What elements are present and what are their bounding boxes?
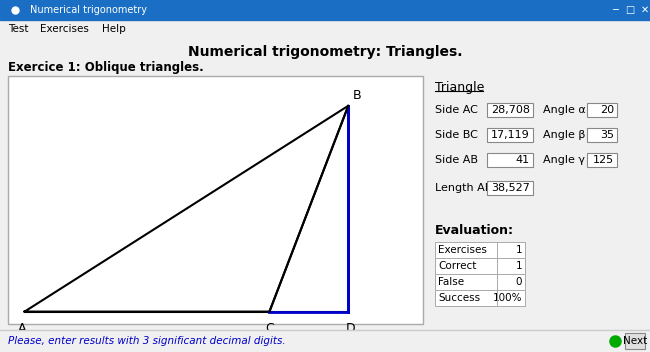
FancyBboxPatch shape [487,153,533,167]
FancyBboxPatch shape [487,103,533,117]
Text: 38,527: 38,527 [491,183,530,193]
Text: Success: Success [438,293,480,303]
Text: A: A [18,322,27,335]
Text: 20: 20 [600,105,614,115]
Text: 41: 41 [516,155,530,165]
Text: Correct: Correct [438,261,476,271]
Text: □: □ [625,5,634,15]
Text: Angle β: Angle β [543,130,586,140]
Text: ✕: ✕ [641,5,649,15]
Text: 125: 125 [593,155,614,165]
Text: 1: 1 [515,261,522,271]
Text: Help: Help [102,24,125,34]
Bar [0,20,650,38]
Text: C: C [265,322,274,335]
Bar [0,0,650,20]
FancyBboxPatch shape [587,128,617,142]
Text: Please, enter results with 3 significant decimal digits.: Please, enter results with 3 significant… [8,336,285,346]
Text: Side BC: Side BC [435,130,478,140]
Text: 35: 35 [600,130,614,140]
FancyBboxPatch shape [625,333,645,349]
Text: 100%: 100% [493,293,522,303]
Text: 17,119: 17,119 [491,130,530,140]
Text: False: False [438,277,464,287]
Bar [435,258,525,274]
FancyBboxPatch shape [487,128,533,142]
Text: Numerical trigonometry: Numerical trigonometry [30,5,147,15]
Text: Exercises: Exercises [438,245,487,255]
Text: Angle γ: Angle γ [543,155,585,165]
Text: Numerical trigonometry: Triangles.: Numerical trigonometry: Triangles. [188,45,462,59]
FancyBboxPatch shape [487,181,533,195]
Text: D: D [346,322,355,335]
Text: Test: Test [8,24,29,34]
Text: Angle α: Angle α [543,105,586,115]
Text: Next: Next [623,336,647,346]
Text: Side AB: Side AB [435,155,478,165]
Text: 0: 0 [515,277,522,287]
Text: Length AD: Length AD [435,183,493,193]
Text: B: B [352,89,361,102]
Bar [0,330,650,352]
FancyBboxPatch shape [587,103,617,117]
Text: Exercice 1: Oblique triangles.: Exercice 1: Oblique triangles. [8,62,203,75]
Bar [435,290,525,306]
Bar [435,274,525,290]
FancyBboxPatch shape [587,153,617,167]
Text: Side AC: Side AC [435,105,478,115]
Text: Evaluation:: Evaluation: [435,224,514,237]
Bar [8,76,423,324]
Bar [435,242,525,258]
Text: 28,708: 28,708 [491,105,530,115]
Text: 1: 1 [515,245,522,255]
Text: Triangle: Triangle [435,82,484,94]
Text: Exercises: Exercises [40,24,89,34]
Text: ─: ─ [612,5,618,15]
